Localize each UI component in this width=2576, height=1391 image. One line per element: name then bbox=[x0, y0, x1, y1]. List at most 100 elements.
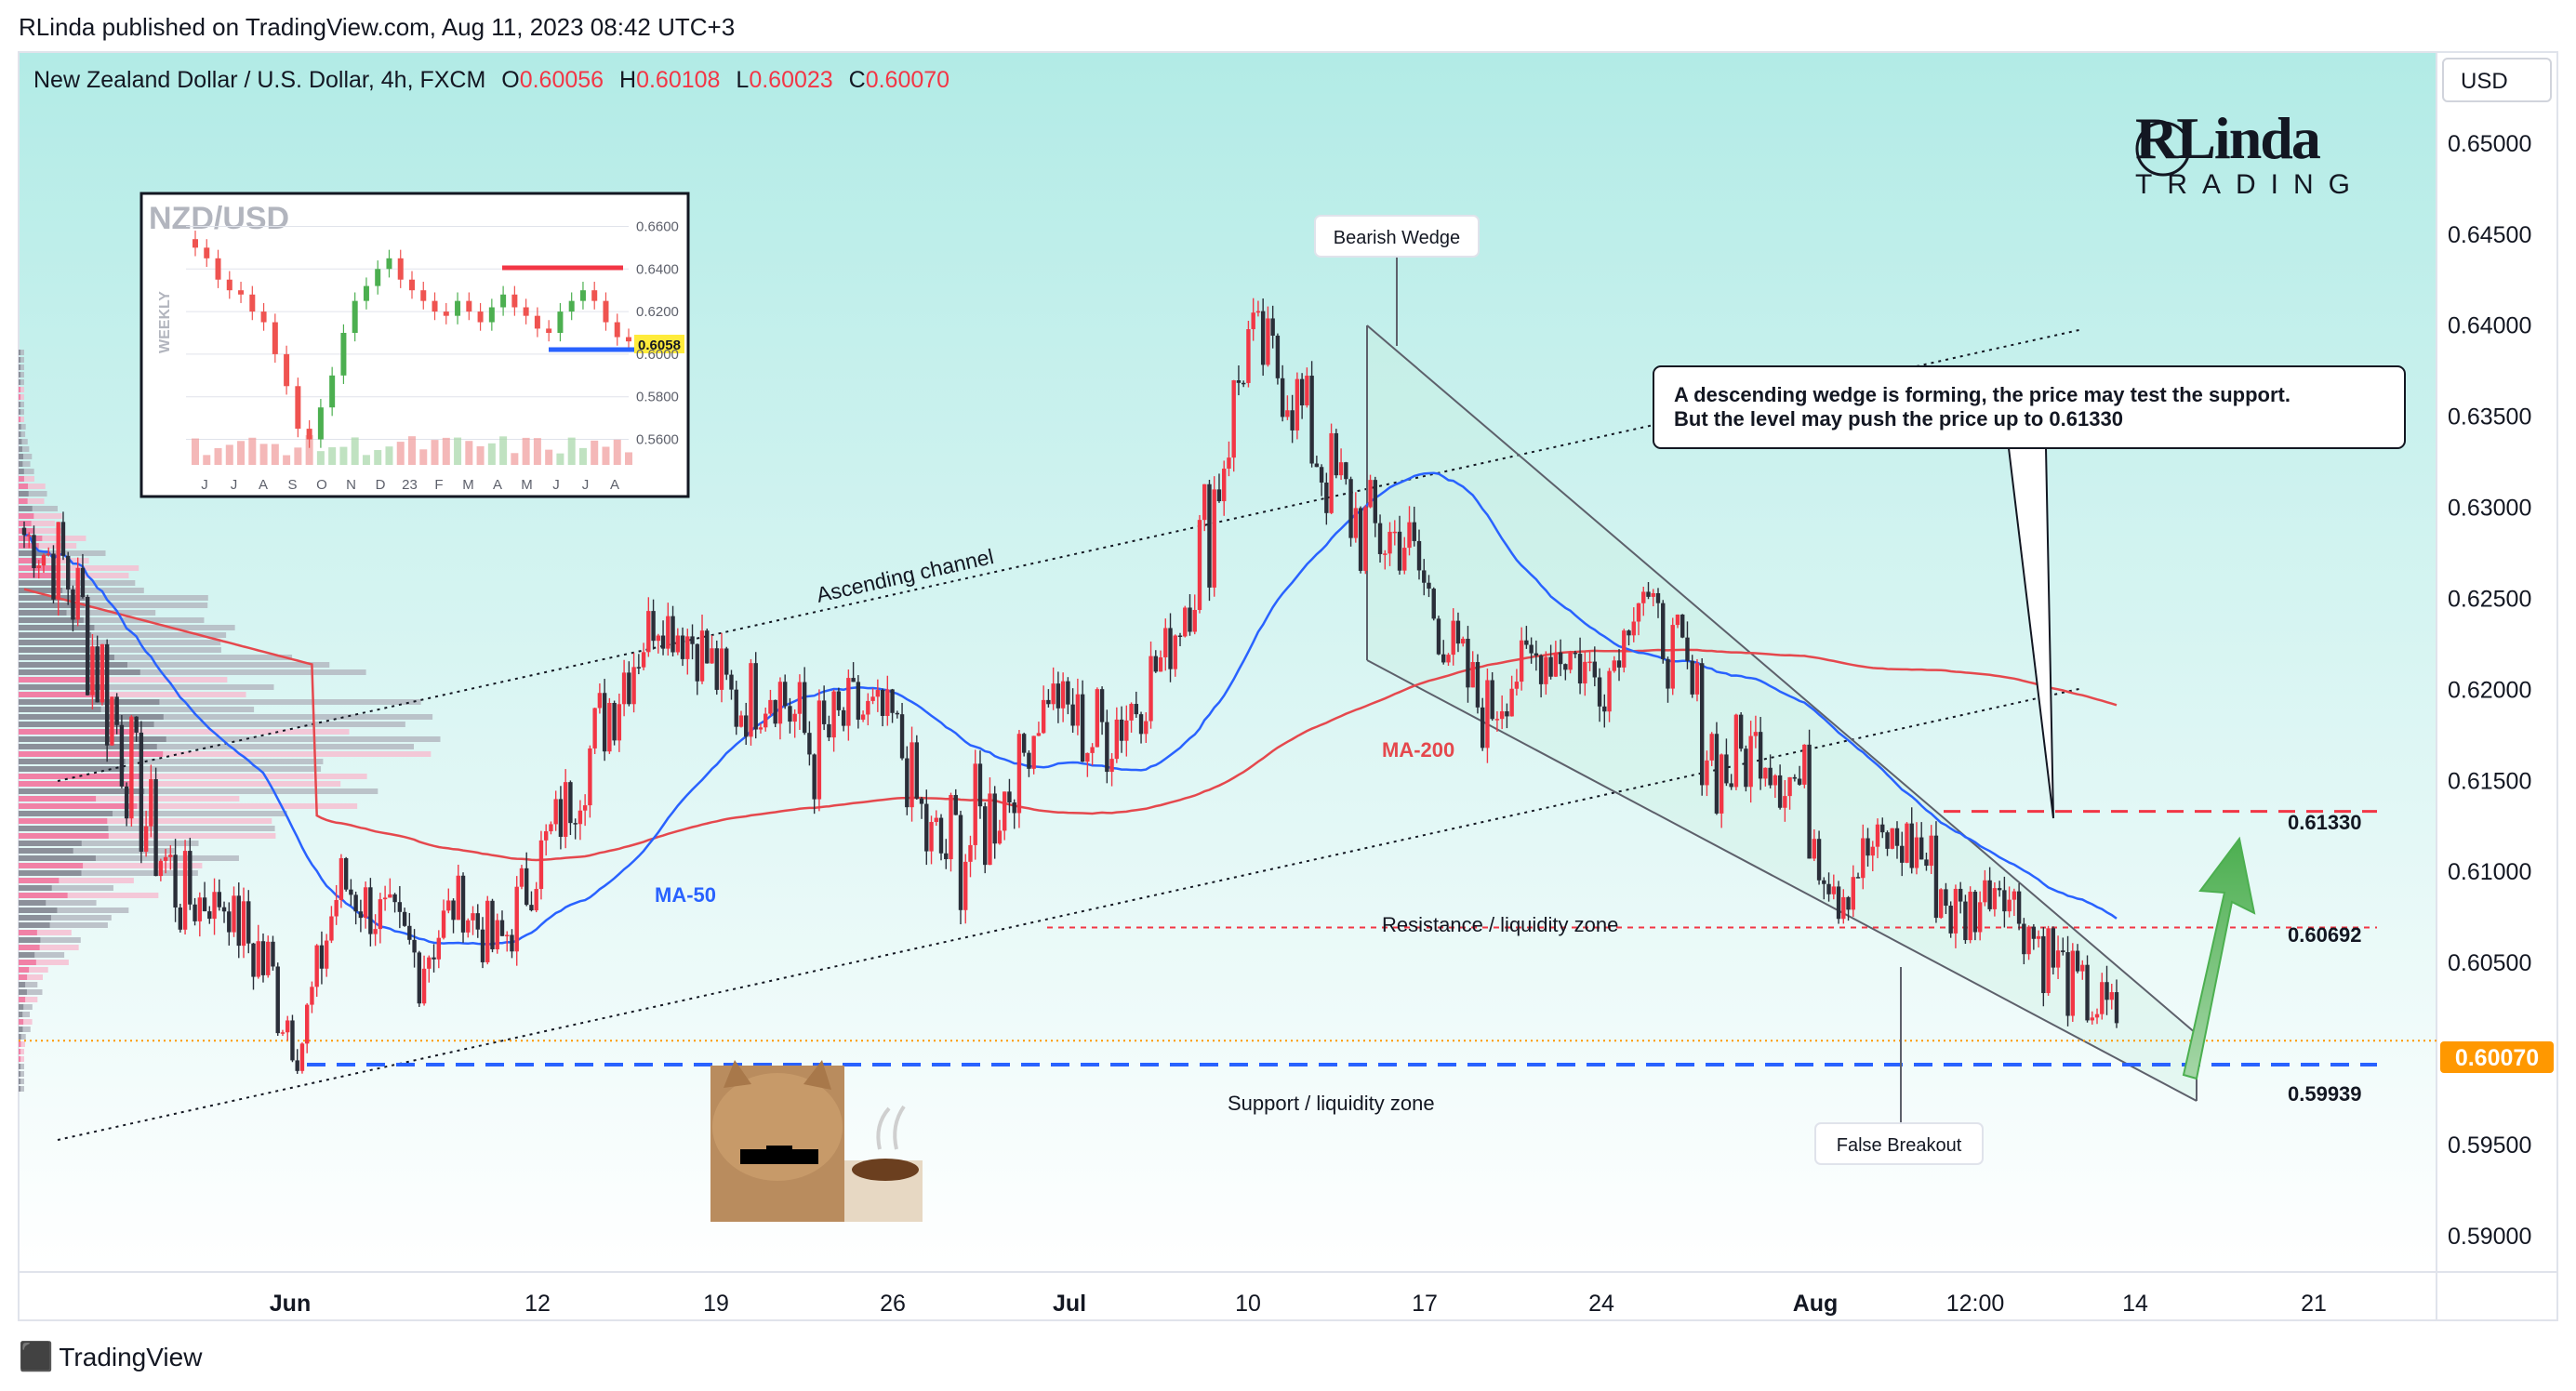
candle-body bbox=[1563, 664, 1568, 670]
volume-profile-bar bbox=[19, 870, 198, 876]
candle-body bbox=[1548, 656, 1553, 677]
publisher-line: RLinda published on TradingView.com, Aug… bbox=[19, 13, 736, 41]
time-tick-label: 24 bbox=[1588, 1291, 1614, 1317]
candle-body bbox=[1568, 652, 1573, 670]
candle-body bbox=[1338, 462, 1344, 476]
inset-volume-bar bbox=[522, 437, 530, 465]
candle-body bbox=[1866, 838, 1870, 856]
candle-body bbox=[168, 854, 173, 857]
currency-button[interactable]: USD bbox=[2442, 58, 2552, 102]
candle-body bbox=[568, 782, 573, 824]
candle-body bbox=[1334, 432, 1339, 476]
candle-body bbox=[432, 957, 436, 960]
candle-body bbox=[1124, 720, 1129, 741]
candle-body bbox=[1807, 744, 1812, 859]
candle-body bbox=[621, 672, 627, 705]
candle-body bbox=[1553, 652, 1559, 677]
candle-body bbox=[139, 732, 144, 852]
candle-body bbox=[1919, 837, 1924, 860]
candle-body bbox=[1509, 688, 1514, 717]
candle-body bbox=[441, 910, 446, 938]
inset-candle-body bbox=[329, 375, 336, 408]
inset-candle-body bbox=[193, 239, 198, 248]
candle-body bbox=[1748, 735, 1753, 788]
volume-profile-bar bbox=[19, 364, 24, 370]
inset-candle-body bbox=[238, 290, 245, 295]
candle-body bbox=[41, 554, 46, 566]
candle-body bbox=[388, 894, 392, 898]
inset-volume-bar bbox=[567, 437, 576, 465]
candle-body bbox=[1280, 378, 1285, 417]
candle-body bbox=[2080, 964, 2085, 972]
candle-body bbox=[1251, 312, 1255, 330]
volume-profile-bar bbox=[19, 766, 125, 772]
volume-profile-bar bbox=[19, 684, 109, 690]
candle-body bbox=[1212, 489, 1216, 588]
candle-body bbox=[1987, 880, 1992, 909]
tradingview-footer[interactable]: ⬛ TradingView bbox=[19, 1341, 202, 1373]
volume-profile-bar bbox=[19, 1034, 26, 1040]
false-breakout-box bbox=[1814, 1122, 1984, 1165]
close-label: C bbox=[848, 67, 866, 93]
bearish-wedge-label: Bearish Wedge bbox=[1334, 228, 1460, 248]
candle-body bbox=[363, 887, 368, 919]
candle-body bbox=[1461, 638, 1466, 644]
candle-body bbox=[1699, 663, 1705, 786]
candle-body bbox=[983, 806, 988, 866]
inset-candle-body bbox=[626, 337, 631, 342]
volume-profile-bar bbox=[19, 893, 159, 898]
inset-time-tick: M bbox=[521, 477, 533, 493]
inset-volume-bar bbox=[385, 446, 393, 465]
candle-body bbox=[710, 648, 714, 664]
candle-body bbox=[1290, 410, 1295, 431]
inset-price-tick: 0.5800 bbox=[636, 390, 679, 405]
comment-line-1: A descending wedge is forming, the price… bbox=[1674, 383, 2291, 406]
inset-candle-body bbox=[455, 300, 461, 316]
candle-body bbox=[1036, 733, 1042, 736]
candle-body bbox=[836, 691, 842, 710]
candle-body bbox=[851, 678, 856, 682]
volume-profile-bar bbox=[19, 692, 99, 697]
volume-profile-bar bbox=[19, 826, 109, 831]
inset-candle-body bbox=[375, 269, 381, 286]
volume-profile-bar bbox=[19, 945, 79, 950]
inset-price-tag bbox=[634, 335, 684, 353]
candle-body bbox=[1266, 318, 1270, 365]
candle-body bbox=[402, 911, 407, 926]
candle-body bbox=[1666, 658, 1670, 689]
inset-volume-bar bbox=[545, 449, 553, 465]
candle-body bbox=[212, 892, 217, 920]
volume-profile-bar bbox=[19, 811, 113, 816]
candle-body bbox=[870, 696, 875, 701]
candle-body bbox=[60, 522, 66, 556]
candle-body bbox=[997, 830, 1003, 844]
candle-body bbox=[792, 713, 797, 722]
candle-body bbox=[485, 900, 490, 962]
candle-body bbox=[1392, 531, 1397, 534]
candle-body bbox=[1202, 484, 1207, 521]
candle-body bbox=[1968, 892, 1972, 941]
candle-body bbox=[299, 1043, 305, 1071]
candle-body bbox=[1012, 802, 1016, 814]
inset-volume-bar bbox=[214, 447, 222, 465]
candle-body bbox=[1938, 889, 1944, 919]
volume-profile-bar bbox=[19, 484, 46, 489]
candle-body bbox=[627, 672, 631, 705]
open-value: 0.60056 bbox=[519, 67, 604, 93]
volume-profile-bar bbox=[19, 974, 43, 980]
candle-body bbox=[1587, 661, 1592, 664]
volume-profile-bar bbox=[19, 818, 272, 824]
volume-profile-bar bbox=[19, 699, 160, 705]
candle-body bbox=[1149, 656, 1153, 722]
candle-body bbox=[1066, 681, 1070, 705]
candle-body bbox=[2016, 891, 2022, 924]
candle-body bbox=[329, 916, 334, 941]
symbol-name[interactable]: New Zealand Dollar / U.S. Dollar, 4h, FX… bbox=[33, 67, 486, 93]
candle-body bbox=[1729, 783, 1733, 788]
inset-volume-bar bbox=[533, 438, 541, 465]
candle-body bbox=[1870, 846, 1875, 856]
volume-profile-bar bbox=[19, 1064, 24, 1069]
candle-body bbox=[1705, 760, 1709, 786]
volume-profile-bar bbox=[19, 863, 203, 868]
inset-volume-bar bbox=[556, 453, 564, 465]
